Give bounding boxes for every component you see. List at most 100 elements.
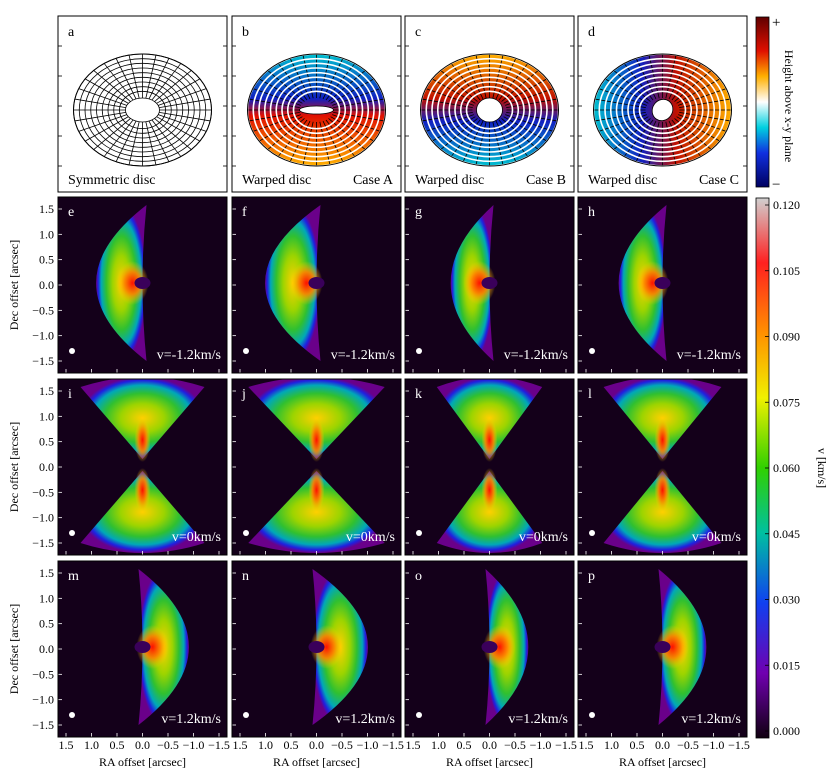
disc-ring [101, 76, 184, 144]
map-content [80, 379, 205, 553]
panel-label: Warped disc [415, 173, 484, 188]
emission-peak [290, 261, 323, 305]
disc-spoke [156, 116, 201, 142]
y-tick-label: 0.0 [39, 278, 54, 292]
disc-spoke [674, 70, 712, 102]
panel-label: Warped disc [588, 173, 657, 188]
beam-marker [69, 348, 75, 354]
y-tick-label: −1.0 [32, 511, 54, 525]
emission-peak [654, 418, 671, 462]
disc-grid [419, 53, 560, 167]
disc-spoke [277, 63, 308, 101]
disc-spoke [450, 119, 481, 157]
map-content [436, 379, 543, 553]
y-tick-label: 0.5 [39, 617, 54, 631]
disc-ring [638, 90, 687, 130]
map-content [265, 205, 325, 361]
disc-spoke [668, 58, 690, 100]
map-content [654, 569, 707, 725]
disc-spoke [128, 54, 140, 99]
panel-frame [404, 196, 575, 374]
emission-peak [656, 625, 689, 669]
velocity-label: v=0km/s [172, 530, 221, 545]
y-tick-label: −0.5 [32, 303, 54, 317]
x-tick-label: 1.5 [579, 738, 594, 752]
map-content [603, 379, 722, 553]
velocity-map-h: h v=-1.2km/s [577, 196, 748, 374]
disc-spoke [431, 116, 476, 142]
disc-panel-c: c Warped disc Case B [404, 15, 575, 193]
panel-letter: e [68, 205, 74, 220]
x-tick-label: −1.0 [703, 738, 725, 752]
emission-notch [134, 641, 151, 653]
panel-letter: k [415, 387, 422, 402]
disc-ring [263, 67, 370, 153]
panel-letter: i [68, 387, 72, 402]
disc-spoke [158, 114, 207, 132]
disc-ring [615, 71, 710, 149]
velocity-label: v=0km/s [519, 530, 568, 545]
disc-ring [78, 58, 207, 162]
disc-spoke [462, 120, 484, 162]
disc-spoke [333, 98, 385, 109]
y-tick-label: −0.5 [32, 485, 54, 499]
disc-spoke [332, 88, 381, 106]
disc-spoke [594, 98, 646, 109]
disc-spoke [252, 88, 301, 106]
emission-notch [654, 641, 671, 653]
disc-spoke [103, 119, 134, 157]
x-axis-label: RA offset [arcsec] [446, 755, 533, 769]
map-content [308, 569, 368, 725]
disc-spoke [78, 88, 127, 106]
disc-spoke [145, 121, 157, 166]
emission-notch [308, 641, 325, 653]
beam-marker [416, 530, 422, 536]
disc-spoke [289, 58, 311, 100]
disc-ring [621, 76, 704, 144]
height-colorbar-top-sign: + [772, 15, 780, 31]
disc-inner-hole [651, 98, 674, 122]
disc-spoke [613, 70, 651, 102]
colorbar-tick-label: 0.090 [773, 330, 800, 344]
map-content [618, 205, 671, 361]
disc-spoke [431, 78, 476, 104]
panel-frame [404, 378, 575, 556]
x-tick-label: −1.0 [357, 738, 379, 752]
y-tick-label: 1.5 [39, 202, 54, 216]
y-tick-label: −0.5 [32, 667, 54, 681]
disc-spoke [325, 63, 356, 101]
disc-ring [436, 67, 543, 153]
disc-panel-b: b Warped disc Case A [231, 15, 402, 193]
panel-letter: c [415, 25, 421, 40]
panel-frame [57, 378, 228, 556]
x-tick-label: 1.0 [604, 738, 619, 752]
velocity-colorbar-label: v [km/s] [815, 448, 829, 488]
beam-marker [416, 712, 422, 718]
y-tick-label: 1.0 [39, 227, 54, 241]
disc-ring [269, 71, 364, 149]
disc-spoke [258, 78, 303, 104]
disc-ring [252, 57, 381, 163]
disc-inner-hole [299, 105, 334, 115]
disc-ring [454, 81, 525, 139]
disc-spoke [440, 118, 478, 150]
y-tick-label: −1.5 [32, 718, 54, 732]
velocity-label: v=-1.2km/s [331, 348, 395, 363]
map-content [96, 205, 151, 361]
velocity-map-e: e v=-1.2km/s [57, 196, 228, 374]
disc-inner-hole [125, 97, 160, 123]
panel-frame [231, 196, 402, 374]
disc-spoke [159, 111, 211, 122]
disc-spoke [623, 119, 654, 157]
x-tick-label: 0.0 [135, 738, 150, 752]
disc-grid [246, 53, 387, 167]
disc-spoke [93, 70, 131, 102]
disc-ring [609, 67, 716, 153]
disc-spoke [623, 63, 654, 101]
y-tick-label: 1.0 [39, 591, 54, 605]
disc-spoke [498, 119, 529, 157]
disc-spoke [501, 70, 539, 102]
disc-spoke [462, 58, 484, 100]
beam-marker [589, 712, 595, 718]
disc-spoke [151, 119, 182, 157]
